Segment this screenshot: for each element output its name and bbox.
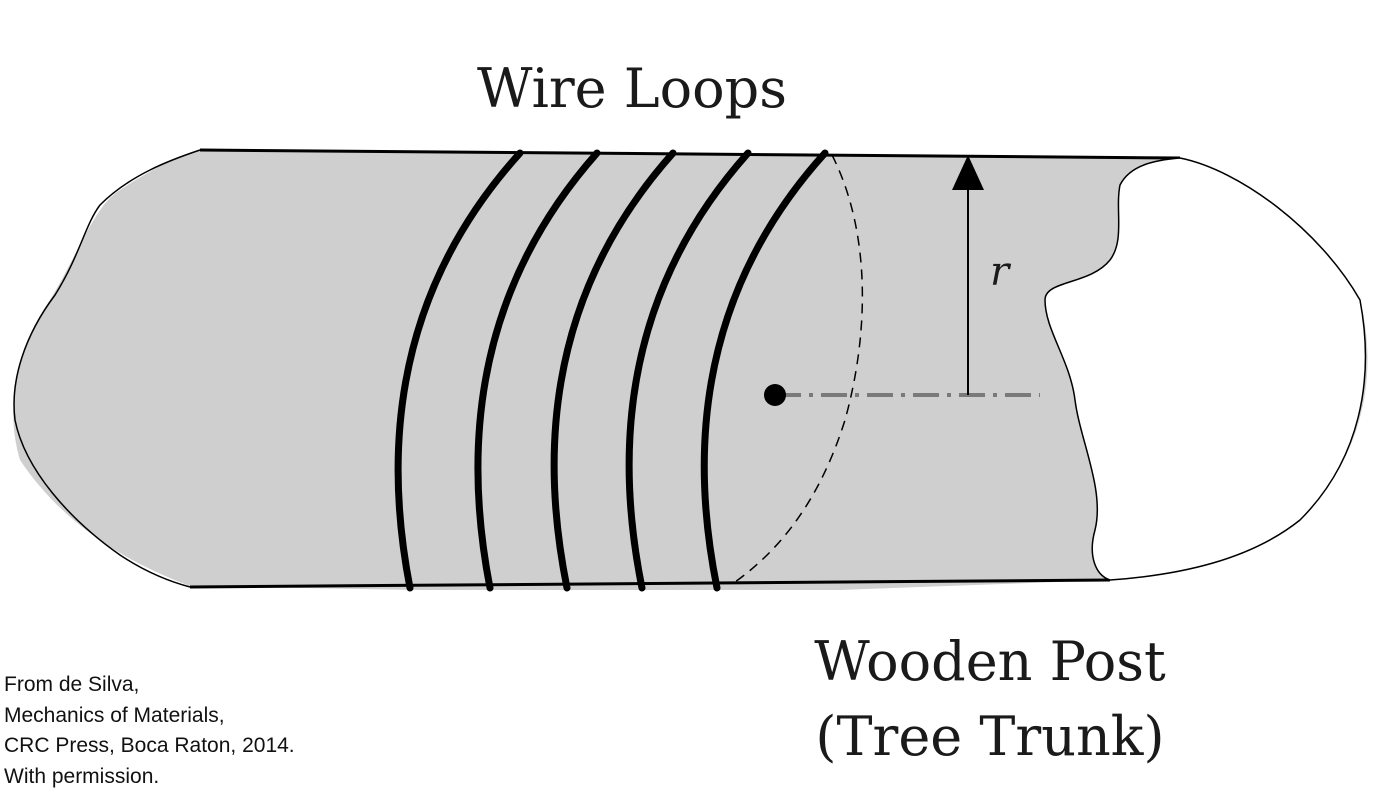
wire-loops-label: Wire Loops — [477, 57, 787, 120]
source-credit: From de Silva, Mechanics of Materials, C… — [4, 670, 295, 792]
center-point — [764, 384, 786, 406]
wire-loop-2 — [474, 149, 601, 592]
wire-loop-4 — [625, 149, 752, 592]
post-left-end — [13, 149, 201, 588]
tree-trunk-label: (Tree Trunk) — [815, 705, 1164, 768]
wooden-post-label: Wooden Post — [814, 630, 1166, 693]
credit-line-4: With permission. — [4, 764, 160, 788]
credit-line-1: From de Silva, — [4, 673, 140, 696]
wire-loop-1 — [394, 149, 524, 592]
post-top-edge — [199, 148, 1181, 160]
wooden-post-body — [13, 150, 1368, 590]
credit-line-3: CRC Press, Boca Raton, 2014. — [4, 734, 295, 757]
wire-loop-3 — [550, 149, 677, 592]
wire-loops — [394, 149, 829, 592]
radius-label: r — [990, 249, 1012, 295]
cross-section-dashed-curve — [734, 154, 864, 583]
wire-loop-5 — [700, 149, 829, 592]
credit-line-2: Mechanics of Materials, — [4, 703, 225, 727]
radius-arrow-head — [952, 155, 984, 190]
post-bottom-edge — [189, 578, 1111, 589]
post-cut-face — [1044, 157, 1367, 581]
